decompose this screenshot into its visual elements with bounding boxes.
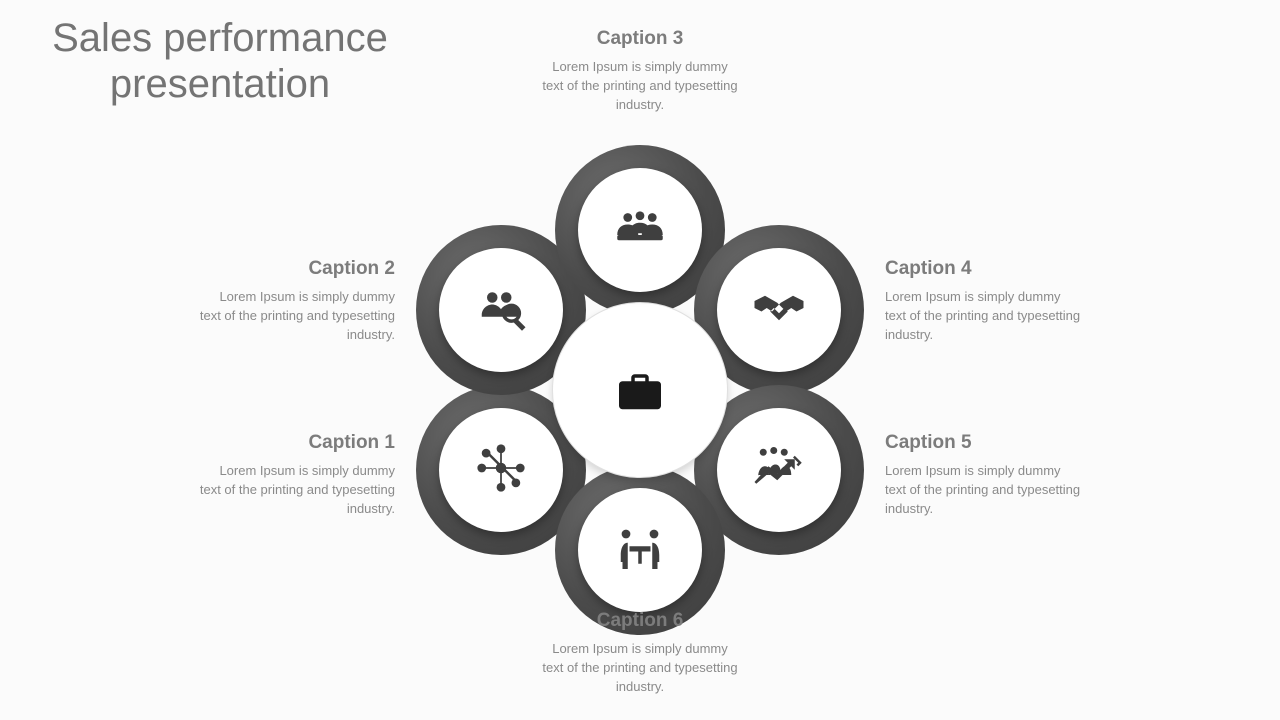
- caption-6-title: Caption 6: [540, 610, 740, 632]
- caption-3: Caption 3 Lorem Ipsum is simply dummy te…: [540, 28, 740, 115]
- handshake-icon: [751, 280, 807, 341]
- magnify-people-icon: [473, 280, 529, 341]
- briefcase-icon: [553, 303, 727, 477]
- slide-title: Sales performance presentation: [30, 15, 410, 107]
- caption-1-title: Caption 1: [195, 432, 395, 454]
- caption-2: Caption 2 Lorem Ipsum is simply dummy te…: [195, 258, 395, 345]
- node-5-inner: [717, 408, 841, 532]
- caption-6-body: Lorem Ipsum is simply dummy text of the …: [540, 640, 740, 697]
- growth-icon: [751, 440, 807, 501]
- node-1-inner: [439, 408, 563, 532]
- caption-1: Caption 1 Lorem Ipsum is simply dummy te…: [195, 432, 395, 519]
- caption-2-body: Lorem Ipsum is simply dummy text of the …: [195, 288, 395, 345]
- meeting-icon: [612, 520, 668, 581]
- caption-3-body: Lorem Ipsum is simply dummy text of the …: [540, 58, 740, 115]
- audience-icon: [612, 200, 668, 261]
- caption-4: Caption 4 Lorem Ipsum is simply dummy te…: [885, 258, 1085, 345]
- caption-5: Caption 5 Lorem Ipsum is simply dummy te…: [885, 432, 1085, 519]
- slide: Sales performance presentation: [0, 0, 1280, 720]
- caption-2-title: Caption 2: [195, 258, 395, 280]
- caption-4-body: Lorem Ipsum is simply dummy text of the …: [885, 288, 1085, 345]
- node-4-inner: [717, 248, 841, 372]
- node-3-inner: [578, 168, 702, 292]
- node-2-inner: [439, 248, 563, 372]
- caption-3-title: Caption 3: [540, 28, 740, 50]
- center-node: [552, 302, 728, 478]
- caption-5-title: Caption 5: [885, 432, 1085, 454]
- caption-4-title: Caption 4: [885, 258, 1085, 280]
- network-icon: [473, 440, 529, 501]
- caption-5-body: Lorem Ipsum is simply dummy text of the …: [885, 462, 1085, 519]
- node-6-inner: [578, 488, 702, 612]
- caption-6: Caption 6 Lorem Ipsum is simply dummy te…: [540, 610, 740, 697]
- caption-1-body: Lorem Ipsum is simply dummy text of the …: [195, 462, 395, 519]
